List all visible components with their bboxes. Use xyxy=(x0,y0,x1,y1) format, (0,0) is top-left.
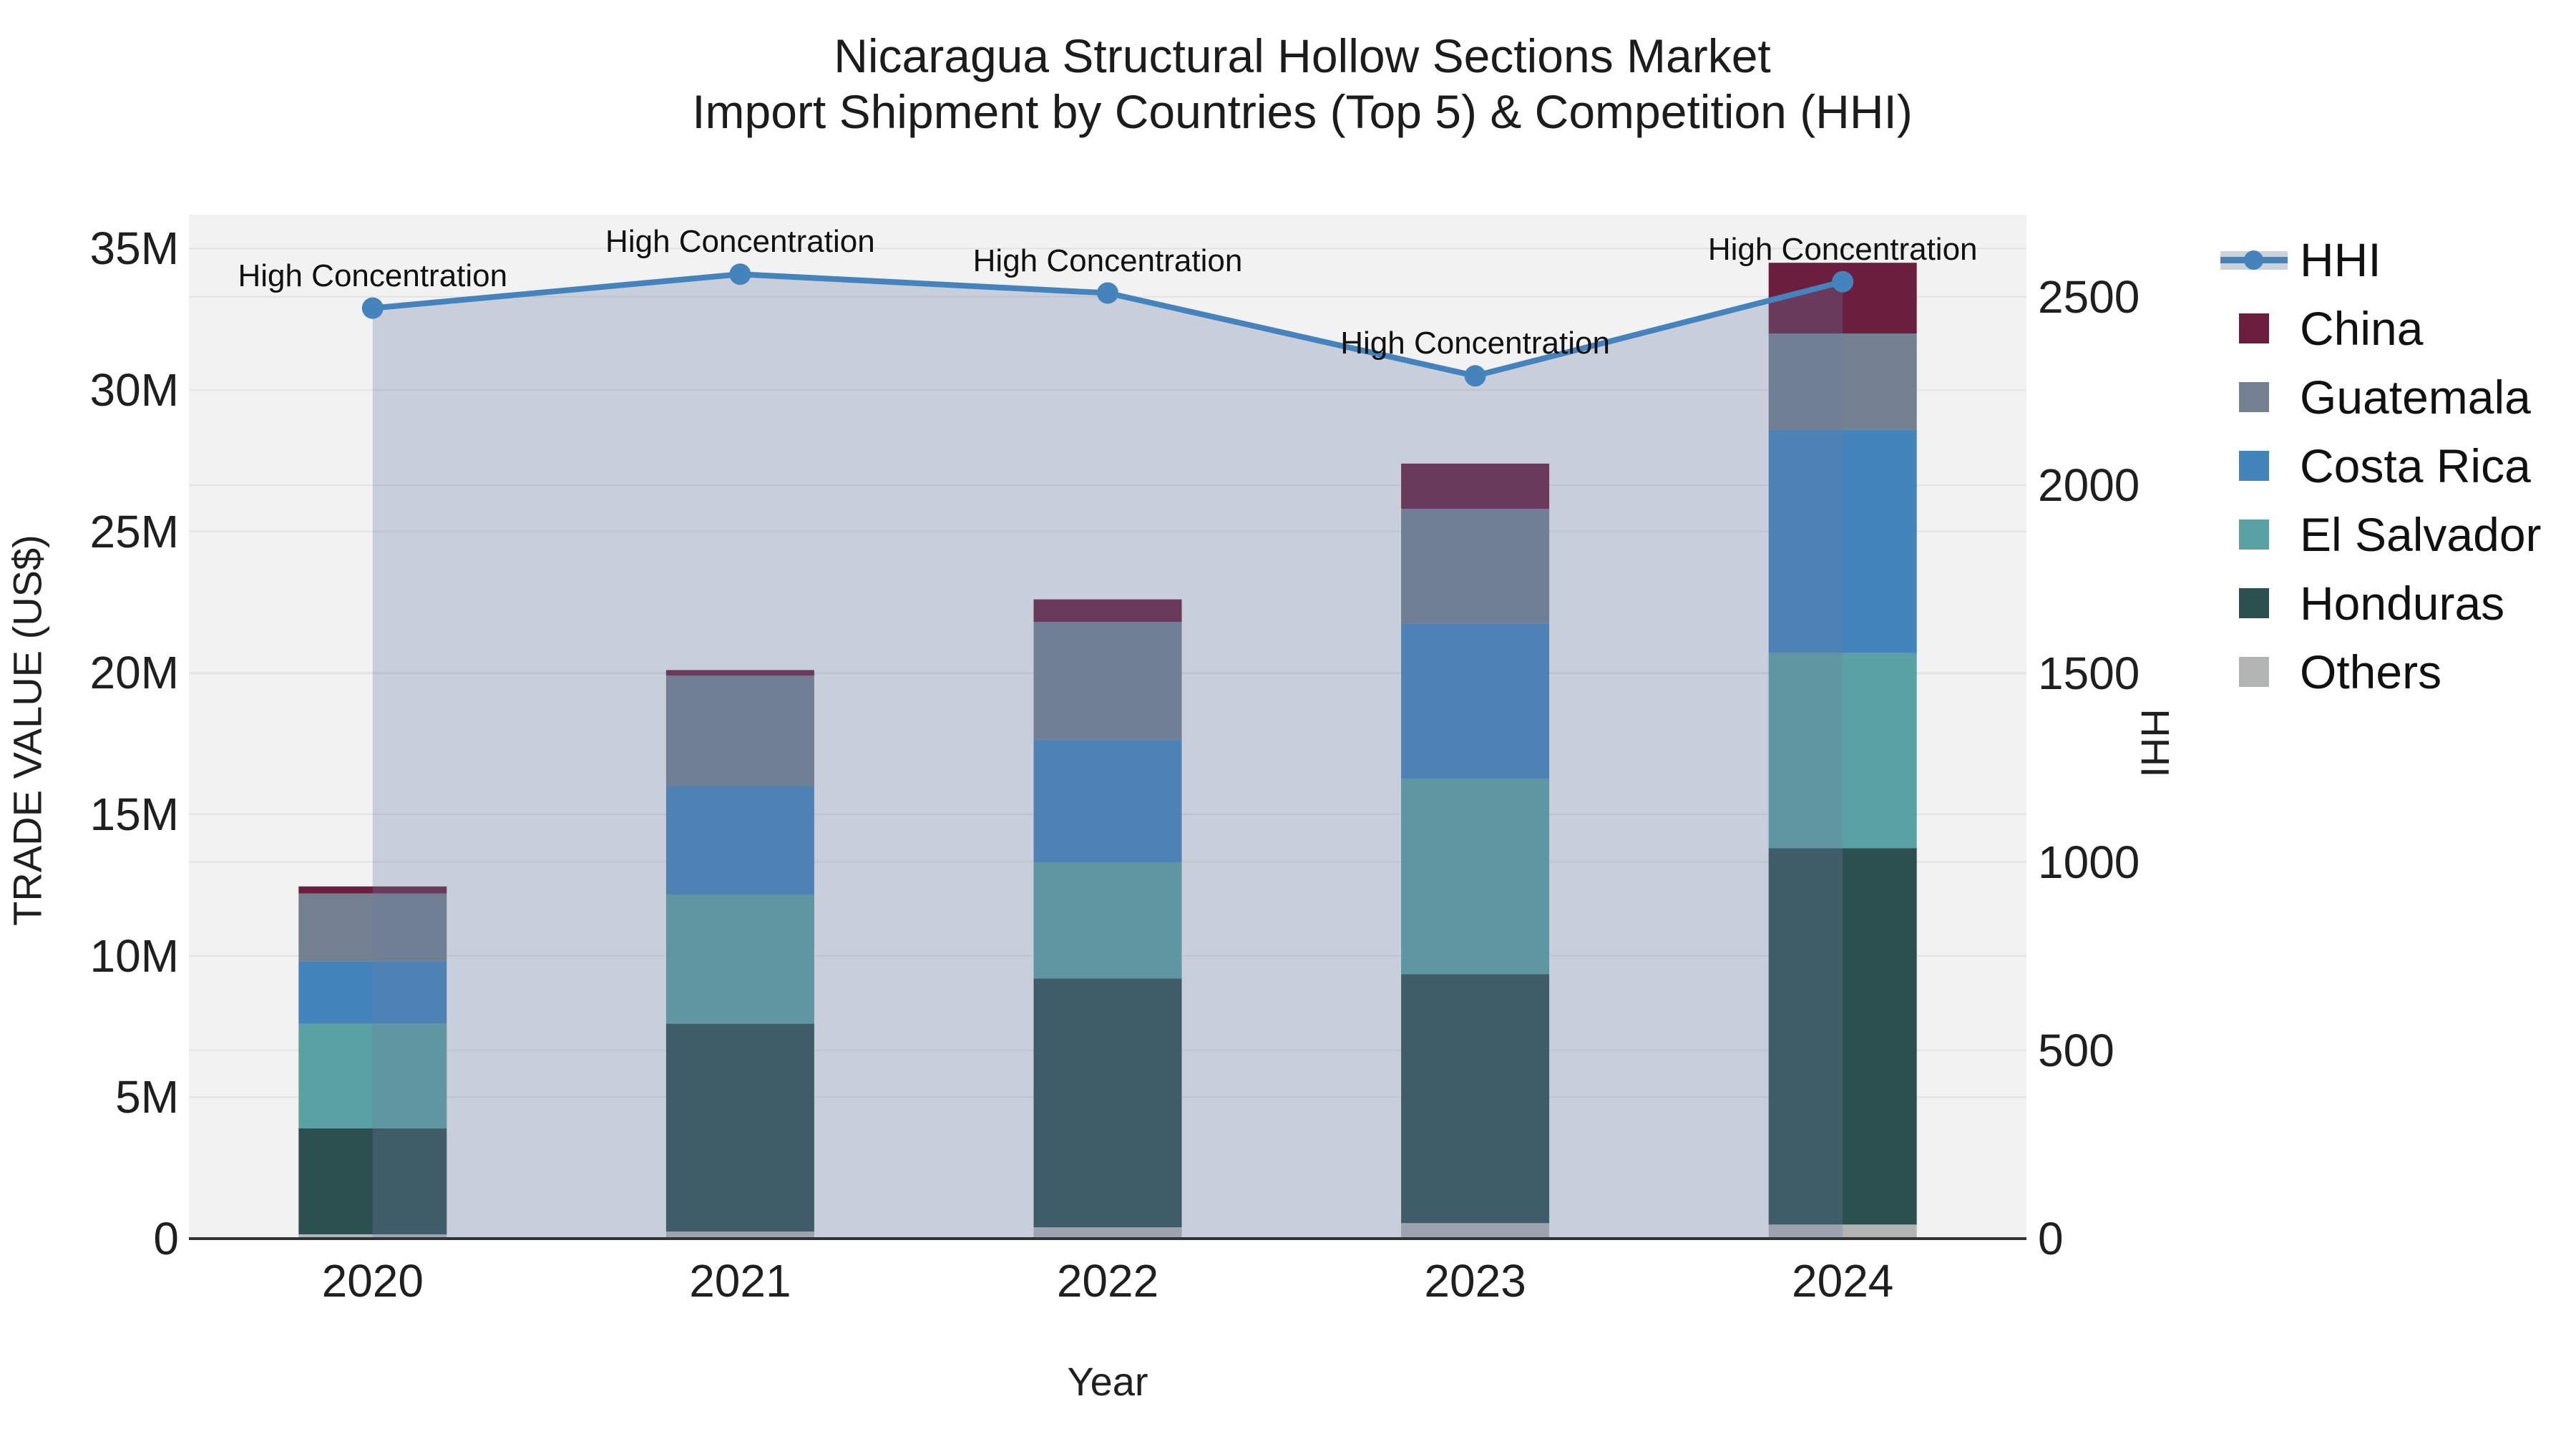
bar-segment-el-salvador-2022 xyxy=(1033,862,1182,979)
legend-swatch-icon xyxy=(2239,519,2269,550)
x-tick-label-2022: 2022 xyxy=(1056,1255,1159,1307)
bar-segment-guatemala-2024 xyxy=(1768,333,1917,430)
bar-segment-china-2021 xyxy=(665,670,814,676)
bar-segment-china-2020 xyxy=(298,886,447,894)
bar-segment-el-salvador-2021 xyxy=(665,894,814,1024)
hhi-marker-swatch-icon xyxy=(2244,250,2263,270)
bar-segment-costa-rica-2020 xyxy=(298,961,447,1024)
bar-segment-others-2020 xyxy=(298,1234,447,1239)
legend-item-others[interactable]: Others xyxy=(2168,638,2542,706)
hhi-marker-2021 xyxy=(729,263,751,286)
hhi-marker-2022 xyxy=(1097,282,1118,304)
y-left-tick-label: 30M xyxy=(89,364,180,416)
legend-swatch-icon xyxy=(2239,382,2269,412)
legend-swatch-icon xyxy=(2239,588,2269,618)
bar-segment-others-2022 xyxy=(1033,1227,1182,1239)
hhi-area-fill xyxy=(372,274,1843,1239)
bar-segment-el-salvador-2023 xyxy=(1401,779,1550,975)
legend-item-label: China xyxy=(2300,302,2424,355)
bar-segment-guatemala-2023 xyxy=(1401,509,1550,624)
bar-segment-el-salvador-2020 xyxy=(298,1023,447,1128)
legend-item-guatemala[interactable]: Guatemala xyxy=(2168,363,2542,431)
bar-segment-others-2021 xyxy=(665,1231,814,1239)
legend-item-label: Guatemala xyxy=(2300,371,2531,424)
y-left-tick-label: 10M xyxy=(89,930,180,982)
bar-segment-china-2023 xyxy=(1401,463,1550,509)
y-axis-left-title: TRADE VALUE (US$) xyxy=(4,535,50,926)
hhi-marker-2023 xyxy=(1464,365,1486,387)
y-left-tick-label: 5M xyxy=(115,1071,179,1123)
legend-swatch-icon xyxy=(2239,313,2269,343)
y-left-tick-label: 15M xyxy=(89,789,180,841)
bar-segment-honduras-2024 xyxy=(1768,848,1917,1225)
legend-item-honduras[interactable]: Honduras xyxy=(2168,569,2542,638)
bar-segment-costa-rica-2022 xyxy=(1033,739,1182,863)
annotation-high-concentration-2024: High Concentration xyxy=(1707,231,1978,267)
legend-item-label: Costa Rica xyxy=(2300,439,2531,492)
y-right-tick-label: 2000 xyxy=(2038,459,2140,512)
legend-swatch-icon xyxy=(2239,451,2269,481)
y-left-tick-label: 25M xyxy=(89,505,180,557)
annotation-high-concentration-2023: High Concentration xyxy=(1340,326,1610,361)
x-axis-title: Year xyxy=(1067,1359,1148,1404)
y-right-tick-label: 1000 xyxy=(2038,836,2140,888)
bar-segment-costa-rica-2021 xyxy=(665,786,814,895)
legend-item-hhi[interactable]: HHI xyxy=(2168,225,2542,294)
x-tick-label-2020: 2020 xyxy=(321,1255,424,1307)
y-left-tick-label: 20M xyxy=(89,647,180,699)
legend-item-label: Others xyxy=(2300,645,2442,698)
legend-swatch-icon xyxy=(2239,657,2269,687)
legend-item-costa-rica[interactable]: Costa Rica xyxy=(2168,431,2542,500)
bar-segment-china-2022 xyxy=(1033,599,1182,623)
bar-segment-guatemala-2020 xyxy=(298,893,447,962)
y-left-tick-label: 0 xyxy=(153,1213,179,1264)
stacked-bars xyxy=(298,263,1917,1239)
legend-item-china[interactable]: China xyxy=(2168,294,2542,363)
bar-segment-others-2024 xyxy=(1768,1224,1917,1239)
legend-item-label: Honduras xyxy=(2300,577,2505,630)
annotation-high-concentration-2022: High Concentration xyxy=(972,243,1243,278)
legend-item-el-salvador[interactable]: El Salvador xyxy=(2168,500,2542,569)
legend-item-label: HHI xyxy=(2300,233,2381,286)
bar-segment-honduras-2020 xyxy=(298,1128,447,1234)
legend: HHI China Guatemala Costa Rica El Salvador Ho… xyxy=(2168,225,2542,706)
y-left-tick-label: 35M xyxy=(89,223,180,275)
y-right-tick-label: 0 xyxy=(2038,1213,2064,1264)
bar-segment-guatemala-2022 xyxy=(1033,622,1182,740)
x-tick-label-2021: 2021 xyxy=(689,1255,791,1307)
annotation-high-concentration-2020: High Concentration xyxy=(238,258,508,293)
annotation-high-concentration-2021: High Concentration xyxy=(605,224,875,260)
bar-segment-costa-rica-2024 xyxy=(1768,429,1917,653)
hhi-marker-2024 xyxy=(1832,270,1854,293)
bar-segment-others-2023 xyxy=(1401,1223,1550,1239)
bar-segment-honduras-2022 xyxy=(1033,978,1182,1228)
y-right-tick-label: 500 xyxy=(2038,1024,2114,1076)
hhi-marker-2020 xyxy=(361,297,384,319)
y-right-tick-label: 1500 xyxy=(2038,648,2140,700)
x-tick-label-2024: 2024 xyxy=(1792,1255,1894,1307)
bar-segment-honduras-2023 xyxy=(1401,974,1550,1224)
bar-segment-guatemala-2021 xyxy=(665,675,814,786)
y-right-tick-label: 2500 xyxy=(2038,270,2140,323)
legend-item-label: El Salvador xyxy=(2300,508,2542,561)
bar-segment-el-salvador-2024 xyxy=(1768,653,1917,849)
chart-title-line2: Import Shipment by Countries (Top 5) & C… xyxy=(692,85,1913,138)
bar-segment-honduras-2021 xyxy=(665,1023,814,1232)
bar-segment-costa-rica-2023 xyxy=(1401,623,1550,779)
x-tick-label-2023: 2023 xyxy=(1424,1255,1526,1307)
chart-title-line1: Nicaragua Structural Hollow Sections Mar… xyxy=(834,29,1771,82)
